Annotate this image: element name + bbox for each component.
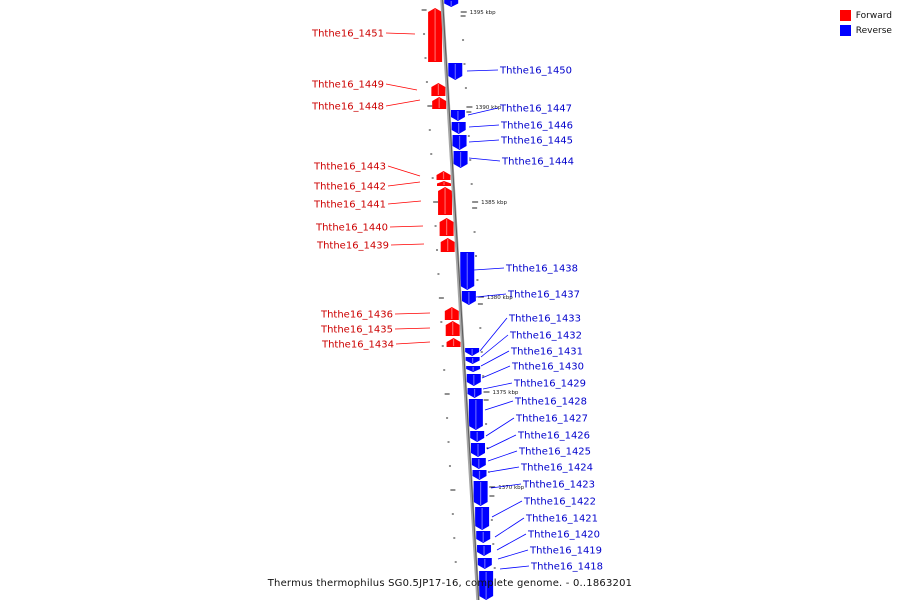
leader-line	[387, 181, 421, 187]
gene-label: Ththe16_1423	[522, 480, 595, 491]
gene-label: Ththe16_1438	[505, 264, 578, 275]
leader-line	[468, 157, 501, 162]
leader-line	[387, 200, 422, 205]
leader-line	[389, 225, 424, 228]
gene-label: Ththe16_1425	[518, 447, 591, 458]
leader-line	[394, 312, 431, 315]
scale-labels: 1395 kbp 1390 kbp 1385 kbp 1380 kbp 1375 kbp…	[460, 10, 525, 491]
leader-line	[496, 533, 527, 551]
leader-line	[487, 450, 518, 462]
leader-line	[488, 466, 520, 473]
gene-label: Ththe16_1420	[527, 530, 600, 541]
gene-label: Ththe16_1422	[523, 497, 596, 508]
reverse-swatch	[839, 25, 851, 36]
gene-label: Ththe16_1440	[315, 223, 388, 234]
label-leaders	[385, 32, 530, 570]
leader-line	[491, 500, 523, 518]
leader-line	[385, 99, 421, 107]
leader-line	[497, 549, 529, 560]
leader-line	[473, 267, 505, 271]
gene-label: Ththe16_1426	[517, 431, 590, 442]
gene-label: Ththe16_1424	[520, 463, 593, 474]
gene-label: Ththe16_1441	[313, 200, 386, 211]
leader-line	[467, 107, 499, 116]
gene-label: Ththe16_1450	[499, 66, 572, 77]
gene-label: Ththe16_1447	[499, 104, 572, 115]
leader-line	[479, 317, 508, 352]
gene-label: Ththe16_1442	[313, 182, 386, 193]
leader-line	[395, 341, 431, 345]
map-caption: Thermus thermophilus SG0.5JP17-16, compl…	[267, 578, 633, 589]
leader-line	[468, 124, 500, 128]
legend-item-forward: Forward	[839, 8, 892, 23]
gene-label: Ththe16_1444	[501, 157, 574, 168]
gene-label: Ththe16_1439	[316, 241, 389, 252]
scale-label: 1370 kbp	[498, 485, 524, 491]
legend: Forward Reverse	[839, 8, 892, 38]
gene-label: Ththe16_1449	[311, 80, 384, 91]
gene-label: Ththe16_1421	[525, 514, 598, 525]
leader-line	[499, 565, 530, 570]
leader-line	[385, 32, 416, 35]
scale-label: 1375 kbp	[493, 390, 519, 396]
gene-label: Ththe16_1448	[311, 102, 384, 113]
gene-features	[428, 0, 494, 600]
backbone-edge	[442, 0, 480, 600]
gene-label: Ththe16_1429	[513, 379, 586, 390]
leader-line	[394, 327, 431, 330]
gene-label: Ththe16_1435	[320, 325, 393, 336]
backbone	[440, 0, 480, 600]
scale-label: 1395 kbp	[470, 10, 496, 16]
leader-line	[468, 139, 500, 143]
scale-label: 1390 kbp	[475, 105, 501, 111]
forward-swatch	[839, 10, 851, 21]
gene-label: Ththe16_1437	[507, 290, 580, 301]
gene-label: Ththe16_1445	[500, 136, 573, 147]
legend-item-reverse: Reverse	[839, 23, 892, 38]
leader-line	[486, 434, 517, 450]
scale-label: 1385 kbp	[481, 200, 507, 206]
scale-label: 1380 kbp	[487, 295, 513, 301]
leader-line	[480, 350, 510, 367]
leader-line	[481, 365, 511, 379]
leader-line	[484, 400, 514, 411]
leader-line	[480, 334, 509, 358]
gene-labels: Ththe16_1451 Ththe16_1449 Ththe16_1448 Thth…	[311, 29, 603, 573]
leader-line	[494, 517, 525, 538]
gene-label: Ththe16_1428	[514, 397, 587, 408]
gene-label: Ththe16_1436	[320, 310, 393, 321]
gene-label: Ththe16_1419	[529, 546, 602, 557]
leader-line	[390, 243, 425, 246]
leader-line	[475, 293, 507, 298]
gene-label: Ththe16_1434	[321, 340, 394, 351]
gene-label: Ththe16_1443	[313, 162, 386, 173]
gene-label: Ththe16_1433	[508, 314, 581, 325]
gene-label: Ththe16_1451	[311, 29, 384, 40]
leader-line	[485, 417, 515, 437]
gene-label: Ththe16_1431	[510, 347, 583, 358]
legend-label-reverse: Reverse	[855, 25, 892, 36]
leader-line	[387, 165, 421, 177]
leader-line	[385, 83, 418, 91]
leader-line	[482, 382, 513, 390]
leader-line	[490, 483, 522, 489]
backbone-line	[440, 0, 480, 600]
leader-line	[466, 69, 499, 72]
gene-label: Ththe16_1446	[500, 121, 573, 132]
gene-label: Ththe16_1430	[511, 362, 584, 373]
gene-label: Ththe16_1432	[509, 331, 582, 342]
gene-label: Ththe16_1427	[515, 414, 588, 425]
gene-label: Ththe16_1418	[530, 562, 603, 573]
legend-label-forward: Forward	[855, 10, 892, 21]
